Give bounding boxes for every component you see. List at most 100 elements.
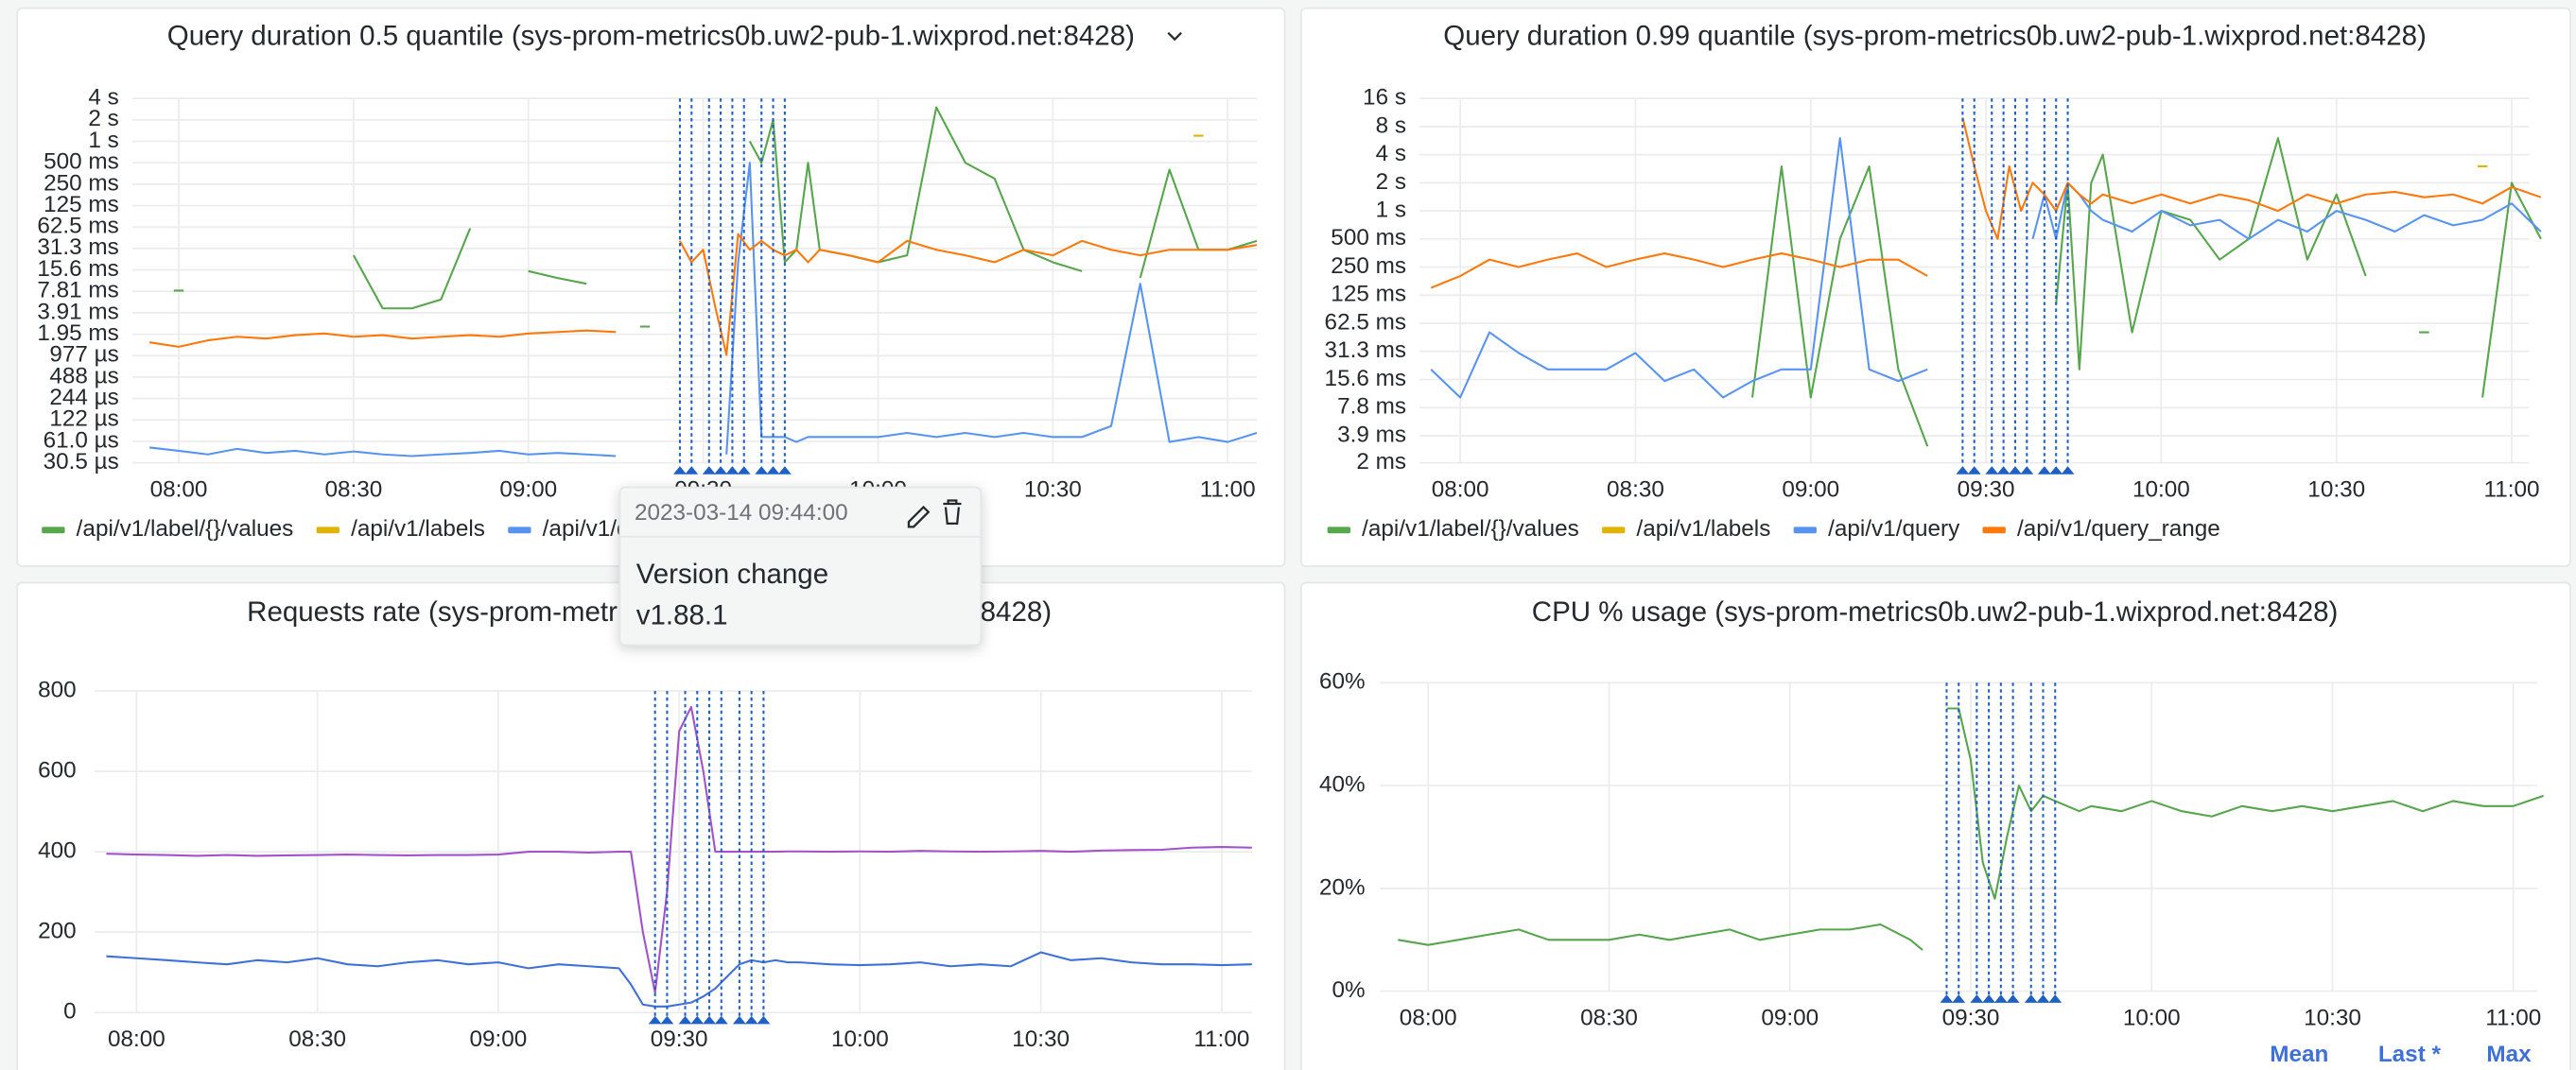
annotation-marker	[648, 1015, 662, 1025]
y-tick-label: 122 µs	[49, 406, 118, 432]
series-line	[1750, 137, 2542, 447]
y-tick-label: 125 ms	[44, 192, 119, 217]
annotation-marker	[2006, 994, 2020, 1003]
annotation-marker	[1967, 466, 1981, 475]
annotation-marker	[2009, 466, 2022, 475]
annotation-marker	[757, 1015, 771, 1025]
tooltip-title: Version change	[636, 559, 828, 590]
legend-label: /api/v1/labels	[1637, 516, 1771, 542]
panel	[1300, 581, 2571, 1070]
x-tick-label: 10:00	[2132, 477, 2190, 503]
x-tick-label: 11:00	[1200, 477, 1256, 503]
y-tick-label: 488 µs	[49, 363, 118, 388]
panel	[1300, 7, 2571, 567]
x-tick-label: 08:00	[150, 477, 208, 503]
y-tick-label: 250 ms	[44, 170, 119, 196]
x-tick-label: 11:00	[2484, 477, 2540, 503]
annotation-marker	[660, 1015, 674, 1025]
y-tick-label: 15.6 ms	[1325, 366, 1406, 391]
x-tick-label: 09:00	[499, 477, 557, 503]
x-tick-label: 09:00	[470, 1027, 528, 1052]
y-tick-label: 16 s	[1363, 85, 1406, 111]
y-tick-label: 800	[38, 677, 77, 702]
x-tick-label: 10:30	[2304, 1006, 2361, 1031]
annotation-marker	[673, 466, 687, 475]
y-tick-label: 30.5 µs	[44, 449, 119, 475]
y-tick-label: 8 s	[1376, 112, 1406, 138]
y-tick-label: 400	[38, 838, 77, 864]
y-tick-label: 7.8 ms	[1337, 394, 1406, 420]
legend-swatch	[316, 526, 339, 534]
annotation-marker	[1952, 994, 1966, 1003]
y-tick-label: 1 s	[88, 128, 118, 153]
annotation-marker	[1993, 994, 2008, 1003]
y-tick-label: 600	[38, 757, 77, 783]
annotation-marker	[766, 466, 780, 475]
x-tick-label: 09:00	[1761, 1006, 1819, 1031]
x-tick-label: 09:30	[1958, 477, 2015, 503]
panel	[16, 581, 1286, 1070]
legend-swatch	[508, 526, 531, 534]
series-line	[1430, 117, 2542, 289]
legend-column: Last *	[2378, 1042, 2442, 1067]
x-tick-label: 11:00	[1193, 1027, 1249, 1052]
y-tick-label: 250 ms	[1331, 253, 1406, 279]
x-tick-label: 09:30	[1942, 1006, 2000, 1031]
chart-title: Query duration 0.5 quantile (sys-prom-me…	[167, 21, 1135, 52]
x-tick-label: 08:00	[1432, 477, 1489, 503]
annotation-marker	[744, 1015, 758, 1025]
annotation-marker	[1982, 994, 1996, 1003]
y-tick-label: 3.9 ms	[1337, 422, 1406, 447]
y-tick-label: 15.6 ms	[37, 256, 118, 282]
x-tick-label: 08:30	[1607, 477, 1664, 503]
annotation-marker	[2020, 466, 2034, 475]
y-tick-label: 500 ms	[44, 149, 119, 175]
y-tick-label: 3.91 ms	[37, 299, 118, 324]
y-tick-label: 2 s	[88, 106, 118, 131]
annotation-tooltip: 2023-03-14 09:44:00 Version change v1.88…	[618, 486, 983, 647]
annotation-marker	[2024, 994, 2038, 1003]
y-tick-label: 60%	[1319, 669, 1366, 695]
x-tick-label: 10:30	[2307, 477, 2365, 503]
annotation-marker	[703, 1015, 716, 1025]
y-tick-label: 125 ms	[1331, 282, 1406, 307]
x-tick-label: 11:00	[2485, 1006, 2541, 1031]
y-tick-label: 31.3 ms	[37, 234, 118, 260]
legend-column: Mean	[2270, 1042, 2328, 1067]
annotation-marker	[737, 466, 751, 475]
x-tick-label: 10:30	[1012, 1027, 1070, 1052]
chart-title: CPU % usage (sys-prom-metrics0b.uw2-pub-…	[1532, 596, 2339, 628]
y-tick-label: 7.81 ms	[37, 278, 118, 303]
annotation-marker	[685, 466, 699, 475]
y-tick-label: 20%	[1319, 874, 1366, 900]
y-tick-label: 0%	[1332, 977, 1365, 1003]
edit-icon[interactable]	[907, 505, 931, 528]
legend-swatch	[1793, 526, 1817, 534]
tooltip-time: 2023-03-14 09:44:00	[635, 500, 848, 526]
chart-title: Query duration 0.99 quantile (sys-prom-m…	[1443, 21, 2427, 52]
x-tick-label: 10:00	[831, 1027, 889, 1052]
x-tick-label: 09:00	[1782, 477, 1839, 503]
legend-swatch	[1602, 526, 1626, 534]
y-tick-label: 4 s	[88, 85, 118, 111]
x-tick-label: 10:30	[1024, 477, 1082, 503]
title-chevron[interactable]	[1167, 31, 1182, 42]
legend-label: /api/v1/query	[1828, 516, 1960, 542]
y-tick-label: 1 s	[1376, 198, 1406, 223]
annotation-marker	[755, 466, 769, 475]
y-tick-label: 31.3 ms	[1325, 337, 1406, 363]
tooltip-text: v1.88.1	[636, 600, 728, 631]
annotation-marker	[2048, 994, 2063, 1003]
annotation-marker	[702, 466, 716, 475]
annotation-marker	[732, 1015, 746, 1025]
annotation-marker	[1985, 466, 1999, 475]
y-tick-label: 62.5 ms	[37, 214, 118, 239]
x-tick-label: 08:30	[288, 1027, 346, 1052]
legend-swatch	[1982, 526, 2006, 534]
y-tick-label: 61.0 µs	[44, 427, 119, 453]
delete-icon[interactable]	[943, 499, 962, 525]
annotation-marker	[1956, 466, 1970, 475]
legend-label: /api/v1/query_range	[2017, 516, 2220, 542]
annotation-marker	[777, 466, 792, 475]
